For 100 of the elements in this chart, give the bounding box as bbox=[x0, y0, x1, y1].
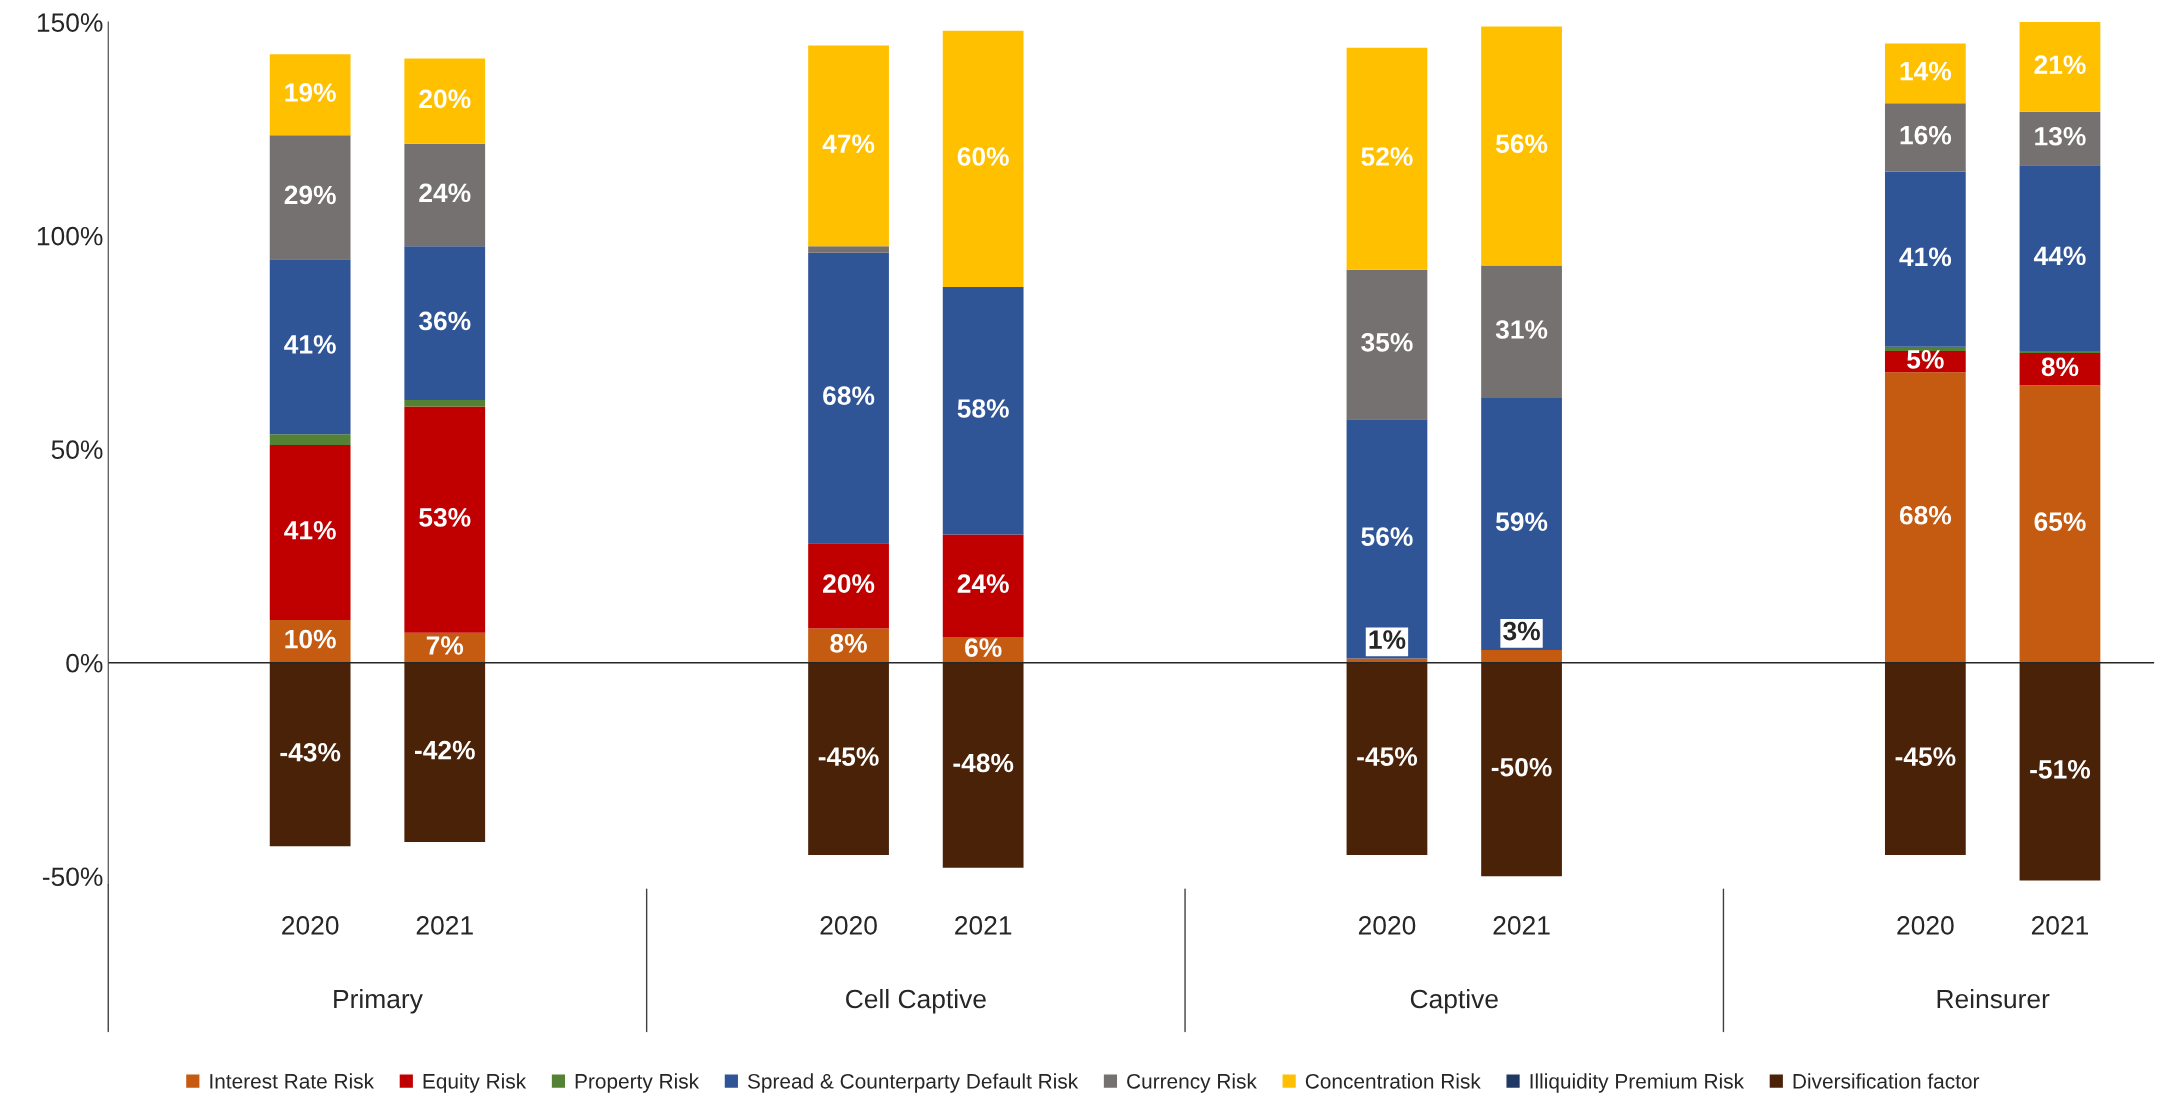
data-label: 56% bbox=[1495, 134, 1548, 154]
x-tick-label: 2021 bbox=[955, 916, 1012, 935]
legend-label: Diversification factor bbox=[1793, 1073, 1980, 1089]
data-label: 5% bbox=[1907, 350, 1944, 369]
data-label: -45% bbox=[1357, 747, 1418, 766]
bar bbox=[1481, 397, 1562, 650]
bar bbox=[2019, 22, 2101, 112]
data-label: -42% bbox=[414, 740, 475, 760]
data-label: 10% bbox=[285, 629, 336, 649]
data-label: -45% bbox=[818, 747, 879, 766]
x-tick-label: 2021 bbox=[2031, 916, 2089, 935]
data-label: 20% bbox=[823, 574, 875, 593]
data-label: 24% bbox=[957, 574, 1009, 593]
bar bbox=[1346, 47, 1428, 270]
data-label: 47% bbox=[822, 134, 875, 153]
legend-label: Equity Risk bbox=[423, 1073, 527, 1093]
legend-label: Property Risk bbox=[575, 1073, 700, 1093]
bar bbox=[404, 662, 486, 843]
bar bbox=[269, 444, 351, 621]
data-label: 44% bbox=[2033, 246, 2086, 266]
data-label: 58% bbox=[957, 399, 1009, 418]
data-label: -43% bbox=[280, 742, 341, 762]
legend-label: Illiquidity Premium Risk bbox=[1530, 1073, 1745, 1093]
data-label: -50% bbox=[1491, 757, 1552, 777]
data-label: 41% bbox=[1899, 247, 1952, 267]
data-label: 7% bbox=[426, 636, 464, 655]
y-tick-label: 0% bbox=[66, 653, 103, 673]
data-label: 29% bbox=[284, 185, 336, 205]
data-label: 35% bbox=[1361, 332, 1413, 352]
x-tick-label: 2021 bbox=[1493, 916, 1550, 935]
bar bbox=[1481, 26, 1562, 266]
data-label: 41% bbox=[284, 335, 336, 354]
data-label: 53% bbox=[419, 508, 471, 527]
legend-label: Interest Rate Risk bbox=[210, 1073, 375, 1089]
data-label: 36% bbox=[418, 311, 471, 331]
data-label: 8% bbox=[2041, 357, 2079, 377]
data-label: 3% bbox=[1503, 621, 1540, 641]
data-label: 1% bbox=[1369, 630, 1406, 649]
bar bbox=[269, 434, 351, 445]
data-label: 16% bbox=[1900, 125, 1952, 145]
x-tick-label: 2020 bbox=[820, 916, 877, 935]
data-label: 24% bbox=[419, 183, 471, 203]
data-label: 68% bbox=[1899, 505, 1952, 525]
bar bbox=[2019, 350, 2101, 354]
y-tick-label: 50% bbox=[51, 440, 103, 460]
text: Primary bbox=[334, 988, 423, 1014]
bar bbox=[404, 58, 486, 144]
bar bbox=[1884, 103, 1966, 172]
bar bbox=[269, 662, 351, 847]
bar bbox=[404, 143, 486, 247]
data-label: 19% bbox=[285, 83, 336, 102]
bar bbox=[404, 400, 486, 407]
legend-label: Currency Risk bbox=[1127, 1073, 1257, 1093]
bar bbox=[269, 135, 351, 260]
bar bbox=[808, 246, 889, 253]
bar bbox=[942, 30, 1024, 287]
data-label: -51% bbox=[2030, 760, 2091, 779]
data-label: 14% bbox=[1900, 61, 1952, 81]
bar bbox=[1346, 269, 1428, 420]
bar bbox=[1884, 372, 1966, 663]
data-label: 68% bbox=[823, 386, 875, 406]
data-label: 21% bbox=[2034, 55, 2086, 74]
bar bbox=[1481, 265, 1562, 398]
y-tick-label: 100% bbox=[37, 226, 103, 246]
bar bbox=[2019, 165, 2101, 351]
bar bbox=[942, 286, 1024, 535]
y-tick-label: 150% bbox=[37, 13, 103, 32]
data-label: 56% bbox=[1361, 527, 1413, 546]
data-label: 31% bbox=[1495, 320, 1548, 339]
bar bbox=[269, 54, 351, 136]
text: Cell Captive bbox=[846, 988, 986, 1014]
y-tick-label: -50% bbox=[42, 867, 103, 887]
bar bbox=[1884, 662, 1966, 855]
data-label: -45% bbox=[1895, 747, 1956, 766]
data-label: -48% bbox=[953, 753, 1014, 773]
bar bbox=[808, 662, 889, 855]
data-label: 60% bbox=[957, 147, 1009, 166]
bar bbox=[269, 259, 351, 435]
legend-label: Concentration Risk bbox=[1305, 1073, 1481, 1089]
data-label: 8% bbox=[830, 634, 867, 653]
bar bbox=[942, 662, 1024, 868]
data-label: 13% bbox=[2035, 126, 2086, 146]
bar bbox=[942, 534, 1024, 638]
bar bbox=[404, 406, 486, 633]
bar bbox=[2019, 662, 2101, 881]
x-tick-label: 2021 bbox=[416, 916, 473, 935]
data-label: 6% bbox=[965, 638, 1002, 657]
data-label: 65% bbox=[2034, 512, 2086, 532]
bar bbox=[2019, 385, 2101, 663]
legend-label: Spread & Counterparty Default Risk bbox=[747, 1073, 1079, 1093]
bar bbox=[1884, 43, 1966, 104]
text: Reinsurer bbox=[1937, 988, 2050, 1009]
data-label: 52% bbox=[1361, 147, 1413, 166]
x-tick-label: 2020 bbox=[282, 916, 339, 935]
x-tick-label: 2020 bbox=[1897, 916, 1954, 935]
bar bbox=[1884, 171, 1966, 347]
text: Captive bbox=[1410, 988, 1498, 1014]
bar bbox=[1346, 419, 1428, 659]
data-label: 41% bbox=[284, 520, 336, 540]
bar bbox=[404, 246, 486, 401]
